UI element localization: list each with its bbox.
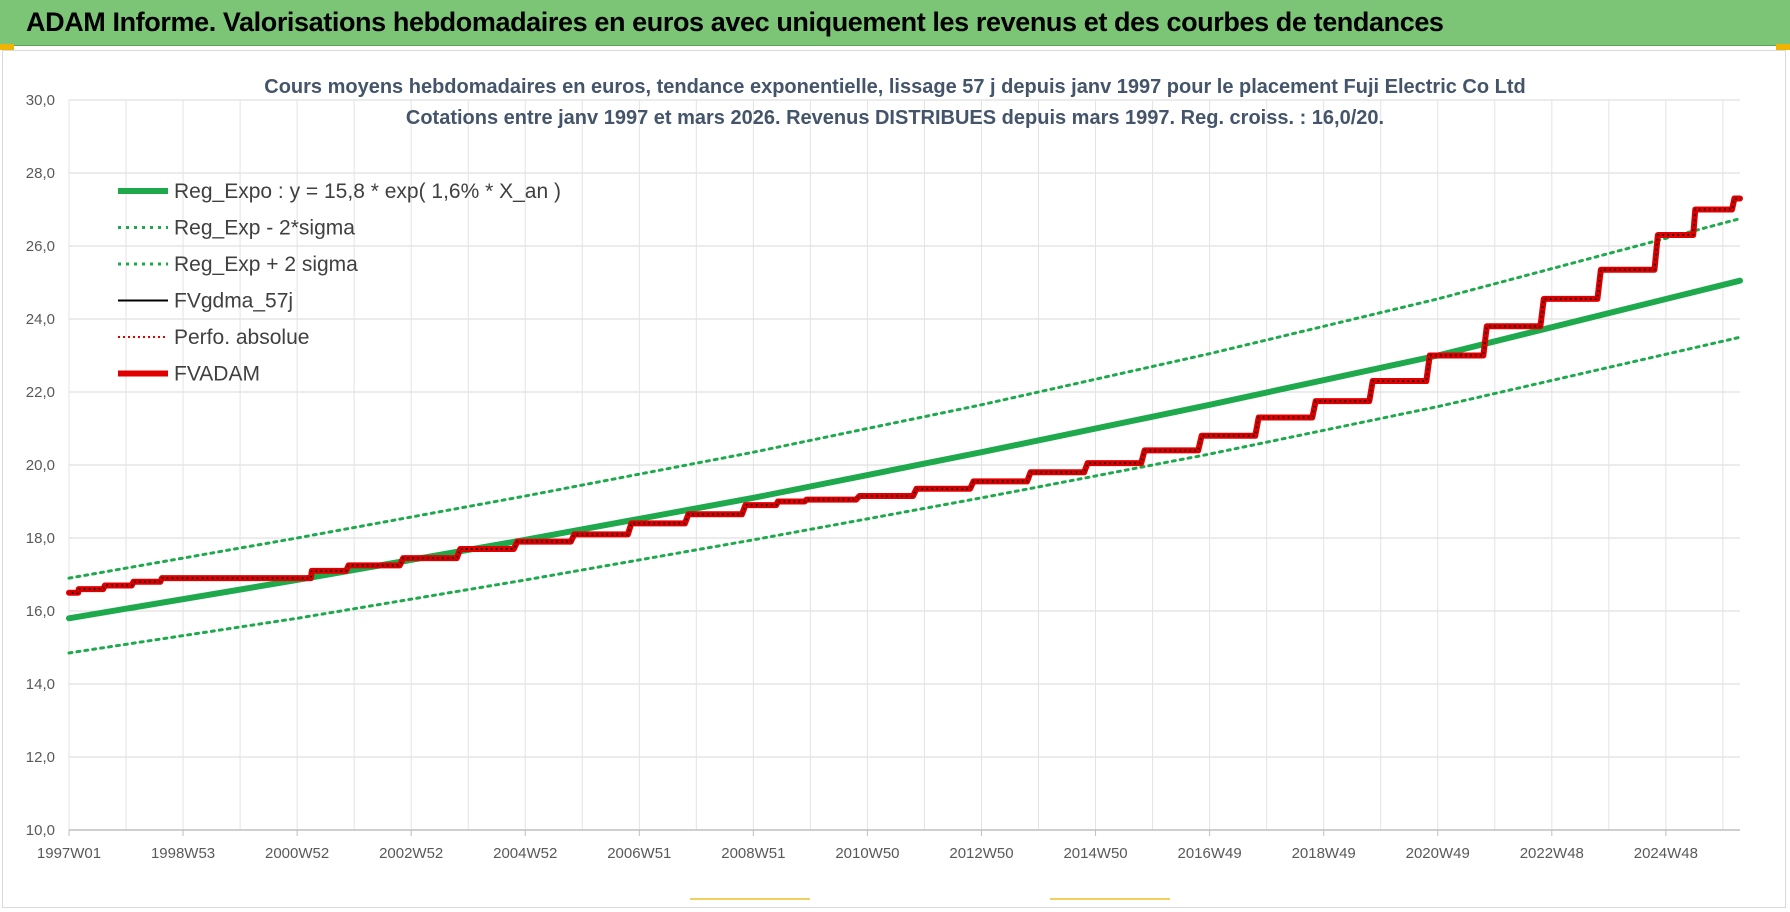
legend-label: Reg_Expo : y = 15,8 * exp( 1,6% * X_an ) (174, 180, 561, 203)
y-tick-label: 30,0 (26, 92, 55, 109)
y-tick-label: 10,0 (26, 822, 55, 839)
x-tick-label: 2022W48 (1520, 845, 1584, 862)
series-line (66, 277, 1743, 622)
x-tick-label: 2008W51 (721, 845, 785, 862)
x-tick-label: 2018W49 (1292, 845, 1356, 862)
x-tick-label: 2020W49 (1406, 845, 1470, 862)
x-tick-label: 2006W51 (607, 845, 671, 862)
x-tick-label: 2024W48 (1634, 845, 1698, 862)
series-lines (66, 195, 1743, 655)
x-tick-label: 2012W50 (949, 845, 1013, 862)
x-tick-label: 2014W50 (1063, 845, 1127, 862)
y-tick-label: 14,0 (26, 676, 55, 693)
legend: Reg_Expo : y = 15,8 * exp( 1,6% * X_an )… (118, 180, 561, 386)
bottom-marker (690, 898, 810, 900)
legend-label: Reg_Exp - 2*sigma (174, 217, 355, 240)
series-line (68, 197, 1741, 594)
corner-marker-left (0, 44, 14, 50)
x-tick-label: 2002W52 (379, 845, 443, 862)
y-tick-label: 12,0 (26, 749, 55, 766)
x-axis-ticks: 1997W01 1998W53 2000W52 2002W52 2004W52 2006W… (37, 830, 1698, 862)
x-tick-label: 1997W01 (37, 845, 101, 862)
x-tick-label: 2010W50 (835, 845, 899, 862)
legend-label: Perfo. absolue (174, 326, 309, 349)
legend-label: Reg_Exp + 2 sigma (174, 253, 358, 276)
y-tick-label: 24,0 (26, 311, 55, 328)
banner-title: ADAM Informe. Valorisations hebdomadaire… (26, 7, 1444, 37)
y-axis-ticks: 10,0 12,0 14,0 16,0 18,0 20,0 22,0 24,0 26,0 28,0… (26, 92, 55, 839)
y-tick-label: 20,0 (26, 457, 55, 474)
bottom-marker (1050, 898, 1170, 900)
x-tick-label: 2000W52 (265, 845, 329, 862)
gridlines (68, 99, 1740, 831)
y-tick-label: 28,0 (26, 165, 55, 182)
y-tick-label: 26,0 (26, 238, 55, 255)
chart-frame (2, 50, 1786, 908)
chart-subtitle: Cotations entre janv 1997 et mars 2026. … (406, 107, 1384, 129)
y-tick-label: 16,0 (26, 603, 55, 620)
chart-title: Cours moyens hebdomadaires en euros, ten… (264, 76, 1526, 98)
legend-label: FVgdma_57j (174, 290, 293, 313)
x-tick-label: 2004W52 (493, 845, 557, 862)
legend-label: FVADAM (174, 363, 260, 386)
y-tick-label: 18,0 (26, 530, 55, 547)
series-line (67, 217, 1742, 580)
header-banner: ADAM Informe. Valorisations hebdomadaire… (0, 0, 1790, 46)
x-tick-label: 1998W53 (151, 845, 215, 862)
y-tick-label: 22,0 (26, 384, 55, 401)
x-tick-label: 2016W49 (1178, 845, 1242, 862)
corner-marker-right (1776, 44, 1790, 50)
series-line (67, 335, 1742, 655)
